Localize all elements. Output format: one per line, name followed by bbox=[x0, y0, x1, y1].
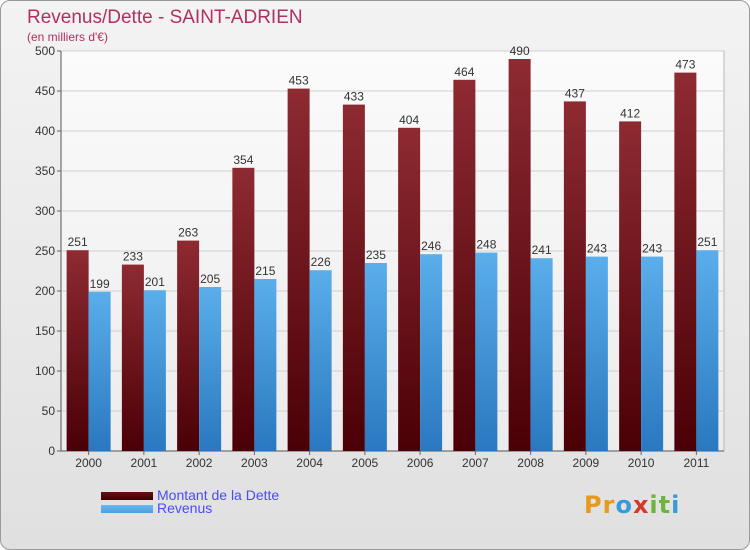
data-label-dette: 263 bbox=[178, 226, 198, 240]
bar-revenus bbox=[475, 252, 498, 451]
y-tick-label: 150 bbox=[35, 324, 55, 338]
y-tick-label: 50 bbox=[42, 404, 56, 418]
bar-revenus bbox=[641, 256, 664, 451]
bar-dette bbox=[398, 127, 421, 452]
data-label-revenus: 215 bbox=[255, 264, 275, 278]
chart-subtitle: (en milliers d'€) bbox=[27, 30, 108, 44]
legend-swatch-dette bbox=[101, 492, 153, 500]
x-tick-label: 2007 bbox=[462, 456, 489, 470]
y-tick-label: 500 bbox=[35, 44, 55, 58]
y-tick-label: 350 bbox=[35, 164, 55, 178]
x-tick-label: 2006 bbox=[407, 456, 434, 470]
data-label-dette: 453 bbox=[289, 74, 309, 88]
bar-revenus bbox=[364, 263, 387, 451]
y-tick-label: 450 bbox=[35, 84, 55, 98]
legend-swatch-revenus bbox=[101, 505, 153, 513]
legend-label-revenus: Revenus bbox=[157, 500, 213, 516]
data-label-dette: 437 bbox=[565, 86, 585, 100]
chart-title: Revenus/Dette - SAINT-ADRIEN bbox=[27, 7, 303, 28]
data-label-dette: 412 bbox=[620, 106, 640, 120]
data-label-revenus: 243 bbox=[587, 242, 607, 256]
data-label-dette: 233 bbox=[123, 250, 143, 264]
data-label-dette: 473 bbox=[675, 58, 695, 72]
legend-label-dette: Montant de la Dette bbox=[157, 487, 280, 503]
bar-dette bbox=[177, 240, 200, 451]
x-tick-label: 2002 bbox=[186, 456, 213, 470]
bar-dette bbox=[342, 104, 365, 451]
bar-revenus bbox=[143, 290, 166, 451]
bar-dette bbox=[453, 79, 476, 452]
x-tick-label: 2010 bbox=[628, 456, 655, 470]
data-label-revenus: 246 bbox=[421, 239, 441, 253]
x-tick-label: 2001 bbox=[131, 456, 158, 470]
logo-letter: P bbox=[584, 491, 603, 519]
x-tick-label: 2005 bbox=[352, 456, 379, 470]
bar-dette bbox=[619, 121, 642, 452]
bar-revenus bbox=[309, 270, 332, 451]
data-label-dette: 404 bbox=[399, 113, 419, 127]
x-tick-label: 2004 bbox=[296, 456, 323, 470]
y-tick-label: 0 bbox=[48, 444, 55, 458]
logo-letter: o bbox=[615, 491, 633, 519]
logo-letter: x bbox=[632, 491, 650, 519]
logo-letter: i bbox=[649, 491, 659, 519]
data-label-dette: 251 bbox=[68, 235, 88, 249]
bar-dette bbox=[66, 250, 89, 451]
x-tick-label: 2008 bbox=[517, 456, 544, 470]
data-label-dette: 464 bbox=[454, 65, 474, 79]
y-tick-label: 300 bbox=[35, 204, 55, 218]
data-label-revenus: 248 bbox=[476, 238, 496, 252]
bar-revenus bbox=[696, 250, 719, 451]
data-label-revenus: 199 bbox=[90, 277, 110, 291]
data-label-revenus: 205 bbox=[200, 272, 220, 286]
data-label-revenus: 241 bbox=[532, 243, 552, 257]
data-label-revenus: 243 bbox=[642, 242, 662, 256]
bar-dette bbox=[121, 264, 144, 451]
x-tick-label: 2009 bbox=[573, 456, 600, 470]
bar-revenus bbox=[88, 291, 111, 451]
data-label-revenus: 201 bbox=[145, 275, 165, 289]
data-label-dette: 490 bbox=[510, 44, 530, 58]
x-tick-label: 2011 bbox=[683, 456, 709, 470]
y-tick-label: 400 bbox=[35, 124, 55, 138]
bar-dette bbox=[232, 167, 255, 452]
data-label-revenus: 251 bbox=[697, 235, 717, 249]
y-tick-label: 100 bbox=[35, 364, 55, 378]
logo-letter: i bbox=[671, 491, 681, 519]
bar-dette bbox=[508, 59, 531, 451]
data-label-revenus: 235 bbox=[366, 248, 386, 262]
y-tick-label: 200 bbox=[35, 284, 55, 298]
bar-dette bbox=[674, 72, 697, 451]
bar-revenus bbox=[585, 256, 608, 451]
data-label-dette: 354 bbox=[233, 153, 253, 167]
bar-revenus bbox=[199, 287, 222, 451]
y-tick-label: 250 bbox=[35, 244, 55, 258]
x-tick-label: 2000 bbox=[75, 456, 102, 470]
bar-revenus bbox=[254, 279, 277, 451]
bar-revenus bbox=[530, 258, 553, 451]
bar-dette bbox=[287, 88, 310, 451]
data-label-dette: 433 bbox=[344, 90, 364, 104]
logo-letter: t bbox=[658, 491, 672, 519]
proxiti-logo: Proxiti bbox=[584, 491, 680, 519]
bar-revenus bbox=[420, 254, 443, 451]
x-tick-label: 2003 bbox=[241, 456, 268, 470]
bar-dette bbox=[563, 101, 586, 452]
logo-letter: r bbox=[602, 491, 616, 519]
data-label-revenus: 226 bbox=[311, 255, 331, 269]
